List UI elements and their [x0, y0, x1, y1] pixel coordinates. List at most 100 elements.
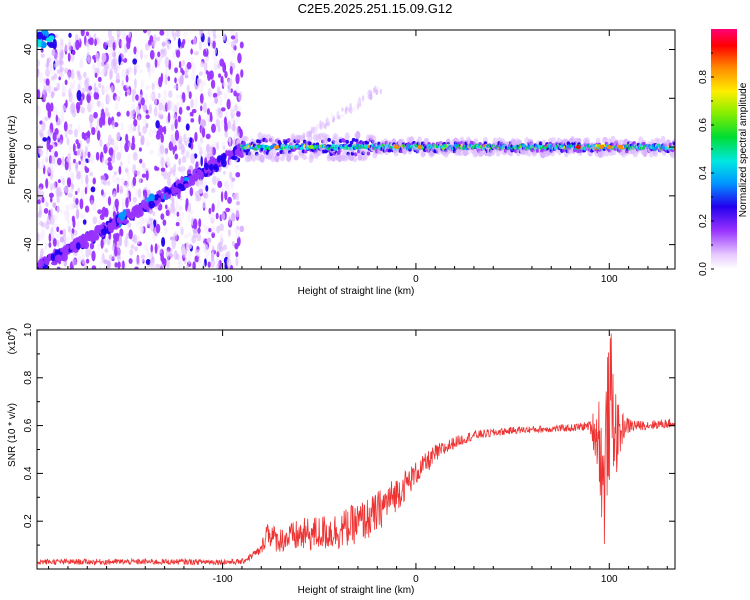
spectrogram-cell: [101, 52, 107, 63]
spectrogram-cell: [219, 223, 225, 232]
spectrogram-cell: [135, 188, 139, 197]
spectrogram-cell: [120, 40, 126, 48]
spectrogram-y-label: Frequency (Hz): [7, 116, 18, 185]
spectrogram-cell: [174, 144, 177, 152]
spectrogram-cell: [185, 150, 191, 160]
spectrogram-cell: [379, 88, 383, 95]
spectrogram-cell: [237, 52, 242, 64]
spectrogram-cell: [112, 210, 117, 219]
spectrogram-cell: [217, 157, 221, 163]
spectrogram-cell: [211, 101, 215, 107]
spectrogram-cell: [59, 175, 64, 181]
spectrogram-cell: [177, 115, 181, 123]
spectrogram-cell: [104, 248, 109, 253]
spectrogram-cell: [125, 75, 129, 83]
spectrogram-cell: [324, 124, 327, 130]
spectrogram-cell: [190, 118, 195, 123]
spectrogram-cell: [52, 106, 58, 116]
spectrogram-cell: [53, 223, 59, 228]
spectrogram-cell: [217, 180, 223, 189]
spectrogram-cell: [58, 37, 63, 44]
spectrogram-cell: [51, 48, 56, 57]
spectrogram-cell: [91, 250, 96, 262]
spectrogram-cell: [288, 151, 294, 158]
spectrogram-cell: [110, 84, 114, 94]
spectrogram-cell: [116, 111, 121, 117]
spectrogram-cell: [231, 212, 236, 222]
spectrogram-cell: [38, 204, 42, 215]
spectrogram-cell: [215, 119, 221, 128]
spectrogram-cell: [141, 173, 147, 178]
spectrogram-cell: [40, 47, 44, 53]
spectrogram-cell: [210, 258, 215, 268]
spectrogram-cell: [57, 42, 63, 54]
spectrogram-cell: [217, 107, 222, 115]
spectrogram-cell: [653, 149, 659, 158]
spectrogram-cell: [134, 266, 139, 269]
spectrogram-cell: [96, 130, 101, 141]
spectrogram-cell: [42, 137, 48, 142]
spectrogram-cell: [192, 218, 198, 230]
colorbar: 0.0 0.2 0.4 0.6 0.8 Normalized spectral ampl…: [698, 29, 749, 276]
spectrogram-cell: [119, 185, 124, 193]
spectrogram-cell: [93, 111, 98, 119]
spectrogram-cell: [48, 233, 52, 243]
spectrogram-cell: [73, 196, 76, 204]
spectrogram-cell: [279, 155, 285, 162]
spectrogram-cell: [181, 156, 187, 164]
spectrogram-cell: [123, 32, 127, 39]
spectrogram-cell: [90, 186, 96, 193]
spectrogram-cell: [243, 136, 249, 142]
spectrogram-cell: [148, 68, 152, 78]
spectrogram-cell: [186, 61, 192, 70]
spectrogram-cell: [161, 41, 166, 47]
spectrogram-cell: [66, 235, 71, 245]
spectrogram-cell: [223, 182, 228, 189]
spectrogram-cell: [75, 101, 81, 111]
spectrogram-cell: [175, 94, 180, 99]
spectrogram-cell: [155, 120, 160, 129]
spectrogram-cell: [167, 171, 172, 178]
spectrogram-cell: [130, 244, 135, 250]
spectrogram-cell: [371, 135, 377, 144]
spectrogram-cell: [92, 177, 96, 185]
spectrogram-cell: [122, 218, 130, 225]
spectrogram-cell: [672, 141, 675, 146]
spectrogram-cell: [220, 191, 224, 203]
spectrogram-cell: [148, 104, 152, 115]
spectrogram-cell: [171, 189, 176, 195]
spectrogram-cell: [120, 125, 124, 131]
spectrogram-cell: [91, 154, 95, 165]
spectrogram-cell: [217, 94, 223, 106]
spectrogram-cell: [221, 159, 227, 168]
spectrogram-cell: [230, 40, 236, 49]
spectrogram-cell: [100, 189, 104, 196]
spectrogram-cell: [107, 134, 112, 146]
spectrogram-cell: [160, 213, 165, 220]
spectrogram-cell: [84, 165, 87, 171]
colorbar-gradient: [711, 29, 737, 269]
spectrogram-cell: [88, 235, 93, 242]
spectrogram-cell: [236, 131, 241, 137]
spectrogram-cell: [216, 251, 220, 258]
spectrogram-cell: [172, 135, 176, 142]
spectrogram-cell: [158, 76, 163, 88]
spectrogram-cell: [88, 37, 94, 46]
spectrogram-cell: [458, 150, 464, 157]
spectrogram-cell: [79, 60, 83, 69]
spectrogram-cell: [178, 106, 183, 115]
spectrogram-cell: [232, 119, 236, 131]
spectrogram-cell: [185, 202, 188, 212]
spectrogram-cell: [114, 198, 119, 209]
spectrogram-cell: [86, 137, 91, 148]
spectrogram-cell: [77, 142, 81, 149]
spectrogram-cell: [229, 66, 233, 75]
spectrogram-cell: [71, 227, 75, 234]
spectrogram-cell: [351, 137, 356, 142]
spectrogram-cell: [198, 144, 202, 153]
spectrogram-cell: [126, 110, 130, 117]
spectrogram-cell: [158, 125, 163, 136]
spectrogram-cell: [94, 38, 97, 47]
spectrogram-cell: [145, 259, 151, 265]
spectrogram-cell: [80, 157, 85, 167]
